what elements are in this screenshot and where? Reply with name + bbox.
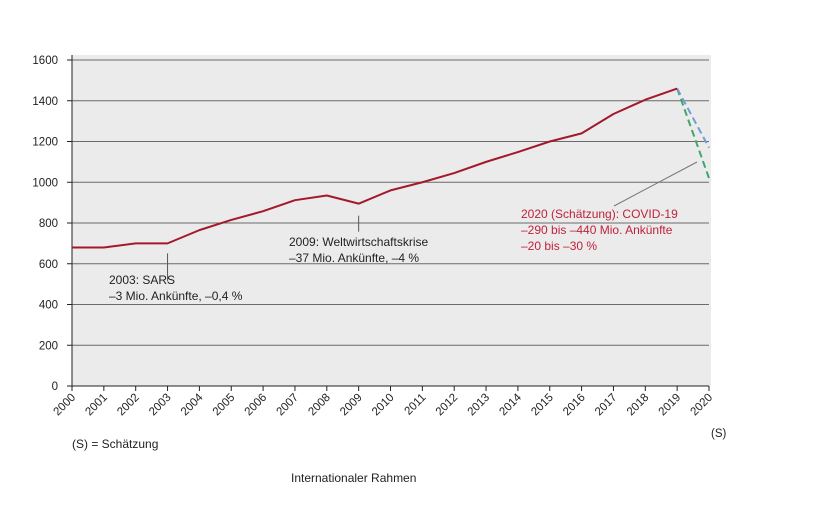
- x-tick-label: 2009: [338, 392, 365, 419]
- x-tick-label: 2016: [561, 392, 588, 419]
- x-tick-sublabel: (S): [711, 428, 727, 440]
- x-tick-label: 2007: [274, 392, 301, 419]
- y-tick-label: 400: [39, 300, 58, 312]
- y-tick-label: 0: [52, 381, 58, 393]
- x-tick-label: 2000: [52, 392, 79, 419]
- x-tick-label: 2020: [689, 392, 716, 419]
- y-tick-label: 1400: [32, 96, 58, 108]
- y-tick-label: 1600: [32, 55, 58, 67]
- y-tick-label: 200: [39, 340, 58, 352]
- x-tick-label: 2001: [83, 392, 110, 419]
- plot-background: [72, 55, 711, 386]
- x-tick-label: 2017: [593, 392, 620, 419]
- annotation-text: 2009: Weltwirtschaftskrise: [289, 235, 428, 249]
- x-tick-label: 2011: [402, 392, 428, 418]
- x-tick-label: 2003: [147, 392, 174, 419]
- footnote: (S) = Schätzung: [72, 437, 159, 451]
- annotation-text: 2003: SARS: [109, 273, 175, 287]
- annotation-leader: [613, 161, 698, 207]
- x-tick-label: 2012: [434, 392, 461, 419]
- x-tick-label: 2002: [115, 392, 142, 419]
- series-line: [676, 88, 710, 179]
- annotation-text: 2020 (Schätzung): COVID-19: [521, 207, 678, 221]
- y-tick-label: 600: [39, 259, 58, 271]
- y-tick-label: 800: [39, 218, 58, 230]
- series-line: [676, 88, 710, 149]
- annotation-text: –37 Mio. Ankünfte, –4 %: [289, 251, 419, 265]
- x-tick-label: 2008: [306, 392, 333, 419]
- x-tick-label: 2019: [657, 392, 684, 419]
- x-tick-label: 2005: [211, 392, 238, 419]
- x-tick-label: 2010: [370, 392, 397, 419]
- x-tick-label: 2018: [625, 392, 652, 419]
- series-line: [72, 87, 678, 249]
- y-tick-label: 1200: [32, 137, 58, 149]
- annotation-text: –20 bis –30 %: [521, 239, 597, 253]
- y-tick-label: 1000: [32, 177, 58, 189]
- caption: Internationaler Rahmen: [291, 471, 417, 485]
- x-tick-label: 2004: [179, 391, 206, 418]
- x-tick-label: 2006: [243, 392, 270, 419]
- annotation-text: –3 Mio. Ankünfte, –0,4 %: [109, 289, 243, 303]
- x-tick-label: 2015: [529, 392, 556, 419]
- annotation-text: –290 bis –440 Mio. Ankünfte: [521, 223, 673, 237]
- x-tick-label: 2013: [466, 392, 493, 419]
- x-tick-label: 2014: [497, 391, 524, 418]
